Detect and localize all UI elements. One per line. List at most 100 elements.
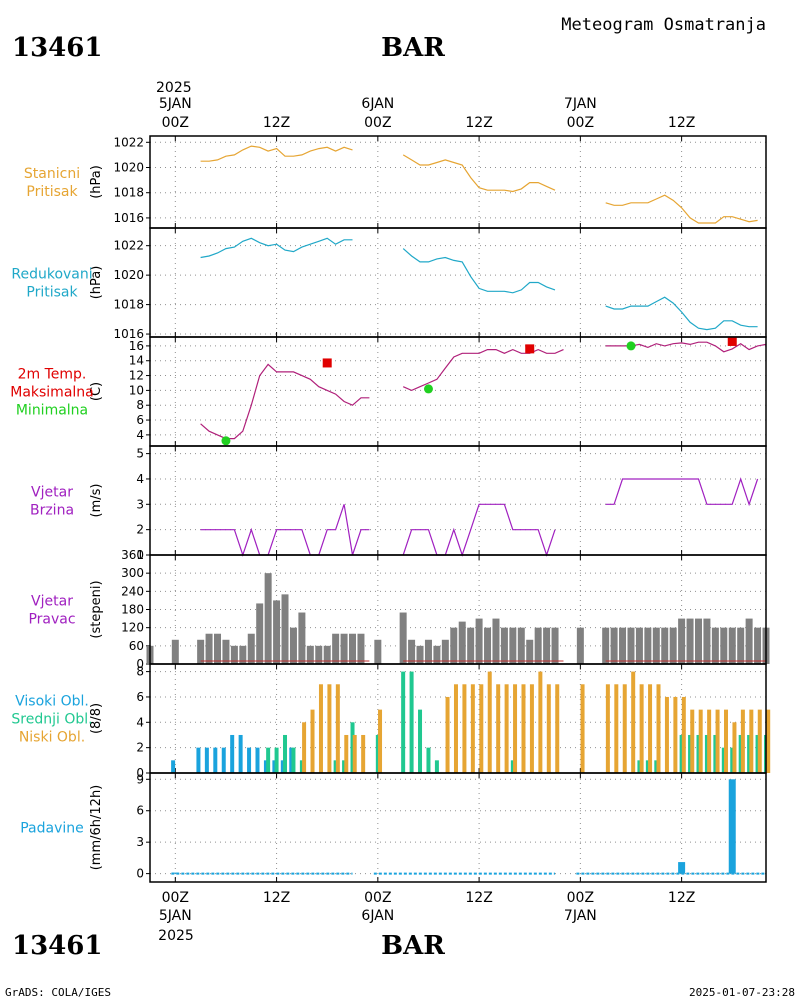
bar-0-43 (602, 627, 610, 664)
panel-frame (149, 445, 767, 556)
tmax-marker-1 (525, 344, 535, 354)
bar-1-26 (747, 734, 752, 773)
panel-label-1: Srednji Obl. (11, 712, 92, 728)
bar-2-22 (555, 684, 560, 773)
station-id-top: 13461 (12, 33, 102, 63)
bar-0-47 (635, 627, 643, 664)
bar-0-5 (230, 734, 235, 773)
bar-0-1 (171, 639, 179, 664)
panel-reduced-pressure: 1016 1018 1020 1022 (hPa)Redukovani Pritisak (11, 227, 767, 341)
bar-2-19 (529, 684, 534, 773)
top-year-label: 2025 (156, 80, 192, 96)
bar-2-6 (352, 734, 357, 773)
bar-0-7 (239, 645, 247, 664)
y-tick-label-2: 3 (136, 497, 144, 511)
series-line-0-2 (605, 477, 759, 507)
y-axis-label: (m/s) (89, 484, 104, 518)
y-tick-label-1: 2 (136, 523, 144, 537)
bar-2-23 (580, 684, 585, 773)
y-axis-label: (hPa) (89, 266, 104, 300)
bar-0-12 (281, 594, 289, 664)
bar-2-21 (546, 684, 551, 773)
bar-2-11 (462, 684, 467, 773)
y-tick-label-1: 1018 (113, 186, 144, 200)
bar-0-52 (678, 618, 686, 664)
series-line-0-1 (402, 154, 556, 193)
bar-2-9 (445, 696, 450, 773)
bar-2-5 (344, 734, 349, 773)
bar-0-54 (694, 618, 702, 664)
y-tick-label-2: 8 (136, 398, 144, 412)
bar-1-16 (645, 760, 650, 773)
bar-2-4 (335, 684, 340, 773)
bar-2-28 (639, 684, 644, 773)
tmin-marker-1 (423, 384, 433, 394)
panel-label-0: Visoki Obl. (15, 694, 89, 710)
bar-0-22 (374, 639, 382, 664)
bar-0-34 (492, 618, 500, 664)
bar-0-49 (652, 627, 660, 664)
series-line-0-2 (605, 296, 758, 331)
bar-0-11 (273, 600, 281, 664)
bottom-date-label-1: 6JAN (361, 908, 394, 924)
bar-2-43 (766, 709, 771, 773)
bar-2-27 (631, 671, 636, 773)
bar-0-48 (644, 627, 652, 664)
bar-0-12 (289, 747, 294, 773)
station-id-bottom: 13461 (12, 931, 102, 961)
panel-label-0: Redukovani (11, 267, 92, 283)
bar-1-7 (350, 722, 355, 773)
y-tick-label-0: 0 (136, 766, 144, 780)
y-tick-label-4: 240 (121, 584, 144, 598)
y-tick-label-2: 6 (136, 804, 144, 818)
y-tick-label-1: 2 (136, 741, 144, 755)
tmin-marker-0 (221, 436, 231, 446)
bar-0-18 (332, 633, 340, 664)
bar-0-35 (500, 627, 508, 664)
y-tick-label-3: 1022 (113, 135, 144, 149)
bar-1-2 (283, 734, 288, 773)
y-tick-label-1: 3 (136, 835, 144, 849)
bar-1-22 (713, 734, 718, 773)
bar-0-1 (196, 747, 201, 773)
bar-0-45 (619, 627, 627, 664)
bar-0-33 (484, 627, 492, 664)
bar-0-3 (205, 633, 213, 664)
y-tick-label-3: 180 (121, 603, 144, 617)
bar-1-3 (291, 747, 296, 773)
top-noon-label-0: 12Z (263, 115, 290, 131)
bar-0-15 (306, 645, 314, 664)
bar-0-27 (433, 645, 441, 664)
bar-0-36 (509, 627, 517, 664)
footer-timestamp: 2025-01-07-23:28 (689, 986, 795, 999)
bar-0-9 (256, 603, 264, 664)
series-line-0-1 (402, 248, 556, 294)
panel-wind-direction: 0 60 120 180 240 300 360 (stepeni) Vjetar Pravac (28, 548, 770, 671)
top-date-label-2: 7JAN (564, 96, 597, 112)
bar-0-6 (230, 645, 238, 664)
bar-2-29 (648, 684, 653, 773)
bar-0-2 (197, 639, 205, 664)
bar-1-23 (721, 747, 726, 773)
bar-2-37 (715, 709, 720, 773)
bar-0-21 (357, 633, 365, 664)
bar-0-25 (416, 645, 424, 664)
bar-0-60 (745, 618, 753, 664)
bar-1-27 (755, 734, 760, 773)
y-tick-label-1: 60 (129, 639, 144, 653)
bar-0-51 (669, 627, 677, 664)
y-axis-label: (stepeni) (89, 580, 104, 638)
bar-0-4 (214, 633, 222, 664)
bottom-hour-label-0: 00Z (162, 890, 189, 906)
top-noon-label-1: 12Z (465, 115, 492, 131)
bar-0-26 (424, 639, 432, 664)
bar-2-31 (664, 696, 669, 773)
y-tick-label-2: 1020 (113, 268, 144, 282)
bar-2-30 (656, 684, 661, 773)
tmax-marker-0 (322, 358, 332, 368)
bar-2-24 (605, 684, 610, 773)
top-date-label-1: 6JAN (361, 96, 394, 112)
bar-1-6 (342, 760, 347, 773)
